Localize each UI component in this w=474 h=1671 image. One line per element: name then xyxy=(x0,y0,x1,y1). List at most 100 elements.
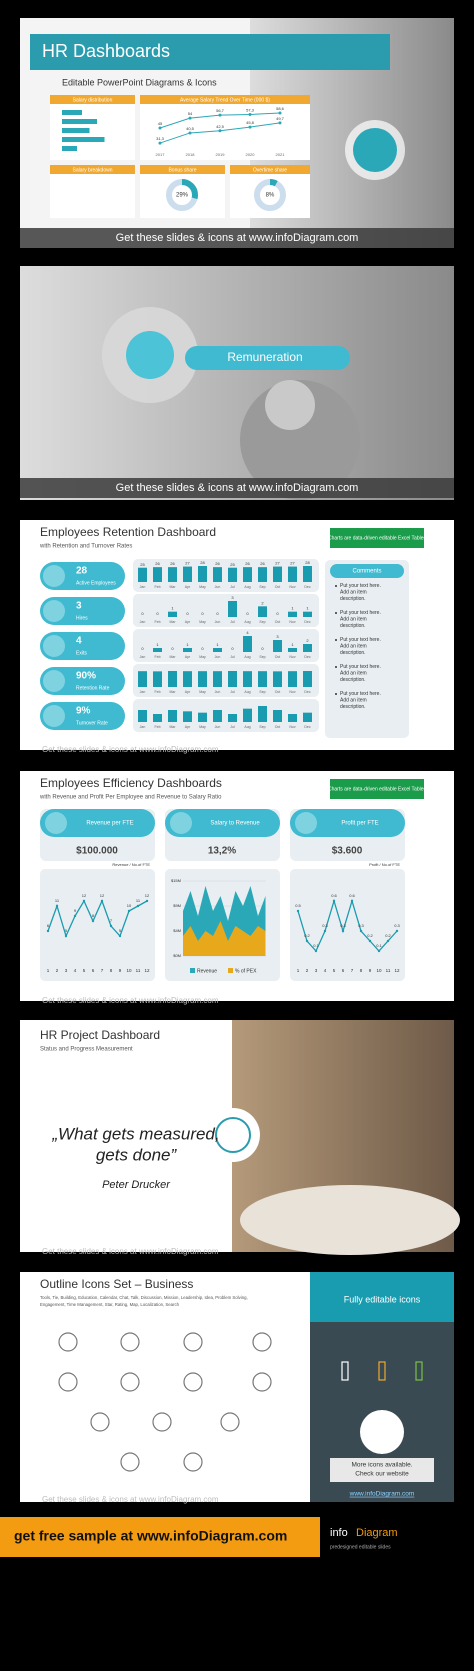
point xyxy=(323,929,327,933)
slide-title: HR Dashboards xyxy=(42,41,170,61)
slide-footer: Get these slides & icons at www.infoDiag… xyxy=(116,232,359,244)
title-banner xyxy=(185,346,350,370)
kpi-pill xyxy=(165,809,280,837)
outline-icon xyxy=(183,1332,203,1352)
point-label: 49,7 xyxy=(276,116,285,121)
point-label: 12 xyxy=(145,893,150,898)
point xyxy=(350,899,354,903)
bar xyxy=(62,110,82,115)
kpi-value: 9% xyxy=(76,706,91,717)
bar xyxy=(213,671,222,687)
bar-label: 26 xyxy=(245,561,250,566)
month-label: Sep xyxy=(259,725,265,729)
month-label: Oct xyxy=(275,655,280,659)
bar xyxy=(273,640,282,652)
bar xyxy=(138,567,147,582)
point-label: 0.5 xyxy=(295,903,301,908)
outline-icon xyxy=(90,1412,110,1432)
kpi-value: 90% xyxy=(76,671,96,682)
year-label: 2021 xyxy=(276,152,286,157)
card-title: Average Salary Trend Over Time (000 $) xyxy=(180,97,270,103)
month-label: Mar xyxy=(169,690,176,694)
kpi-label: Salary to Revenue xyxy=(210,821,260,827)
bar-label: 2 xyxy=(306,638,309,643)
month-label: Oct xyxy=(275,585,280,589)
bar-label: 26 xyxy=(260,561,265,566)
bar xyxy=(273,671,282,687)
salary-point xyxy=(278,111,282,115)
point xyxy=(386,939,390,943)
bar-label: 26 xyxy=(155,561,160,566)
badge-text: Charts are data-driven editable Excel Ta… xyxy=(328,535,427,541)
slide xyxy=(20,266,454,500)
bullet xyxy=(335,585,337,587)
month-label: Jun xyxy=(215,585,221,589)
y-tick-label: $15M xyxy=(171,878,181,883)
bar xyxy=(228,567,237,582)
year-label: 2017 xyxy=(156,152,166,157)
bar-label: 0 xyxy=(171,646,174,651)
bar xyxy=(258,567,267,582)
quote: „What gets measured, xyxy=(51,1124,219,1143)
kpi-label: Active Employees xyxy=(76,580,116,586)
bar xyxy=(243,671,252,687)
bar xyxy=(168,611,177,617)
point-label: 57,3 xyxy=(246,108,255,113)
x-tick-label: 9 xyxy=(369,968,372,973)
legend-label: Revenue xyxy=(197,968,217,974)
badge xyxy=(330,779,424,799)
bullet xyxy=(335,666,337,668)
point xyxy=(82,899,86,903)
legend-swatch xyxy=(190,968,195,973)
slide-subtitle: with Revenue and Profit Per Employee and… xyxy=(39,795,222,801)
bar-label: 2 xyxy=(261,600,264,605)
slide-footer: Get these slides & icons at www.infoDiag… xyxy=(42,745,219,754)
x-tick-label: 4 xyxy=(324,968,327,973)
chart-panel xyxy=(133,594,319,627)
salary-point xyxy=(158,141,162,145)
point-label: 0.6 xyxy=(331,893,337,898)
side-note: More icons available. xyxy=(351,1462,412,1469)
bar xyxy=(198,566,207,582)
side-title: Fully editable icons xyxy=(344,1294,421,1304)
bar-label: 4 xyxy=(246,630,249,635)
year-label: 2020 xyxy=(246,152,256,157)
x-tick-label: 7 xyxy=(351,968,354,973)
title-banner xyxy=(30,34,390,70)
tie-icon xyxy=(378,1361,386,1381)
donut-label: 29% xyxy=(176,193,189,199)
month-label: Nov xyxy=(289,620,295,624)
month-label: May xyxy=(199,690,206,694)
point-label: 5 xyxy=(65,928,68,933)
kpi-label: Turnover Rate xyxy=(76,720,108,726)
slide-footer: Get these slides & icons at www.infoDiag… xyxy=(42,1247,219,1256)
legend-swatch xyxy=(228,968,233,973)
badge-text: Charts are data-driven editable Excel Ta… xyxy=(328,786,427,792)
x-tick-label: 1 xyxy=(297,968,300,973)
point-label: 11 xyxy=(136,898,141,903)
month-label: May xyxy=(199,585,206,589)
bar xyxy=(243,636,252,652)
bar xyxy=(243,567,252,582)
x-tick-label: 11 xyxy=(136,968,141,973)
slide-subtitle: Editable PowerPoint Diagrams & Icons xyxy=(62,77,217,87)
icon-ring xyxy=(360,1410,404,1454)
point-label: 58,6 xyxy=(276,106,285,111)
point-label: 0.3 xyxy=(340,923,346,928)
bar-label: 1 xyxy=(291,606,294,611)
y-tick-label: $9M xyxy=(173,903,181,908)
month-label: Apr xyxy=(185,585,191,589)
bar xyxy=(168,567,177,582)
bar-label: 0 xyxy=(261,646,264,651)
side-link: www.infoDiagram.com xyxy=(349,1491,415,1498)
month-label: Jun xyxy=(215,725,221,729)
kpi-value: 3 xyxy=(76,601,82,612)
bar-label: 0 xyxy=(231,646,234,651)
side-note: Check our website xyxy=(355,1471,409,1478)
bar-label: 0 xyxy=(201,646,204,651)
month-label: Oct xyxy=(275,690,280,694)
month-label: Feb xyxy=(154,690,160,694)
bar xyxy=(258,706,267,722)
bar xyxy=(62,128,90,133)
chart-panel xyxy=(290,869,405,981)
